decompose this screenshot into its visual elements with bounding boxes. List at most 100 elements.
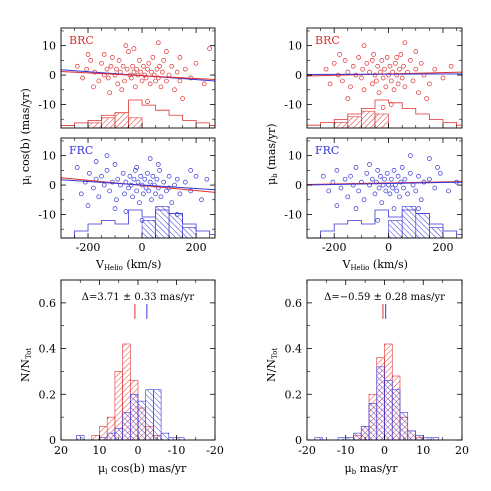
data-point — [120, 170, 126, 176]
x-tick-label: 0 — [385, 241, 392, 254]
data-point — [138, 69, 144, 75]
data-point — [174, 212, 180, 217]
data-point — [432, 185, 438, 191]
data-point — [145, 66, 150, 72]
data-point — [161, 58, 167, 63]
data-point — [375, 218, 381, 223]
panel-label: FRC — [315, 144, 339, 157]
x-tick-label: -20 — [298, 444, 316, 457]
x-tick-label: 0 — [139, 241, 146, 254]
data-point — [158, 194, 164, 200]
scatter-l-panel-frc: -10 0 10 FRC — [38, 137, 216, 239]
histogram-bar — [407, 430, 416, 441]
x-tick-label: 0 — [381, 444, 388, 457]
data-point — [402, 84, 408, 90]
data-point — [150, 173, 156, 179]
data-point — [356, 55, 362, 60]
scatter-l-figure: -10 0 10 BRC -10 0 10 FRC -200 0 200 VHelio (km/s) μ… — [19, 27, 216, 272]
data-point — [142, 176, 148, 182]
histogram-hatched-bar — [374, 113, 389, 129]
data-point — [139, 78, 145, 84]
histogram-hatched-bar — [388, 220, 403, 239]
histogram-bar — [391, 389, 401, 441]
data-point — [395, 173, 401, 179]
data-point — [80, 75, 85, 81]
y-tick-label: -10 — [38, 208, 56, 221]
data-point — [388, 176, 394, 182]
data-point — [123, 43, 129, 48]
x-tick-label: -10 — [168, 444, 186, 457]
data-point — [407, 58, 413, 63]
data-point — [145, 99, 150, 104]
data-point — [132, 84, 138, 90]
data-point — [345, 194, 351, 200]
data-point — [398, 179, 404, 185]
scatter-l-panel-brc: -10 0 10 BRC — [38, 27, 216, 129]
data-point — [383, 188, 389, 194]
data-point — [375, 168, 381, 173]
data-point — [440, 75, 446, 81]
data-point — [356, 188, 362, 194]
histogram-bar — [368, 403, 378, 441]
data-point — [367, 162, 372, 167]
data-point — [153, 78, 158, 84]
data-point — [395, 81, 401, 87]
data-point — [154, 176, 160, 182]
data-point — [135, 179, 141, 185]
data-point — [134, 165, 139, 170]
data-point — [432, 66, 438, 72]
data-point — [150, 55, 156, 60]
data-point — [137, 58, 142, 63]
data-point — [407, 153, 413, 158]
data-point — [378, 173, 383, 179]
y-tick-label: 0.6 — [285, 297, 303, 310]
data-point — [104, 153, 110, 158]
data-point — [147, 156, 153, 161]
data-point — [155, 40, 161, 46]
y-tick-label: 0.4 — [39, 343, 57, 356]
data-point — [174, 69, 180, 75]
data-point — [154, 66, 160, 72]
histogram-hatched-bar — [182, 227, 197, 239]
data-point — [159, 69, 165, 75]
data-point — [410, 78, 416, 84]
data-point — [119, 87, 125, 93]
panel-frame — [306, 137, 463, 239]
data-point — [326, 188, 332, 194]
histogram-bar — [130, 393, 139, 441]
data-point — [91, 185, 96, 191]
x-axis-label: VHelio (km/s) — [95, 258, 161, 272]
data-point — [345, 69, 351, 75]
data-point — [394, 72, 400, 78]
data-point — [137, 200, 142, 206]
y-tick-label: 0.2 — [39, 388, 57, 401]
data-point — [166, 72, 172, 78]
histogram-outline — [306, 99, 463, 128]
data-point — [375, 63, 381, 69]
histogram-bar — [384, 380, 393, 441]
data-point — [128, 182, 134, 188]
data-point — [149, 69, 154, 75]
data-point — [124, 66, 130, 72]
x-tick-label: -200 — [322, 241, 347, 254]
data-point — [84, 66, 90, 72]
fit-line — [306, 181, 463, 185]
histogram-bar — [160, 432, 170, 441]
histogram-hatched-bar — [128, 117, 143, 129]
fit-line — [60, 179, 216, 191]
data-point — [379, 58, 385, 63]
y-tick-label: 0 — [49, 69, 56, 82]
hist-b-figure: 0 0.2 0.4 0.6 -20 -10 0 10 20 Δ=−0.59 ± 0.28 mas/… — [265, 279, 469, 476]
data-point — [373, 78, 379, 84]
histogram-bar — [153, 389, 162, 441]
data-point — [134, 188, 139, 194]
scatter-b-figure: -10 0 10 BRC -10 0 10 FRC -200 0 200 VHelio (km/s) μ… — [265, 27, 463, 272]
data-point — [146, 188, 152, 194]
data-point — [398, 52, 404, 57]
data-point — [410, 182, 416, 188]
data-point — [207, 46, 212, 51]
data-point — [147, 81, 153, 87]
data-point — [139, 218, 145, 223]
data-point — [174, 176, 180, 182]
data-point — [164, 188, 169, 194]
